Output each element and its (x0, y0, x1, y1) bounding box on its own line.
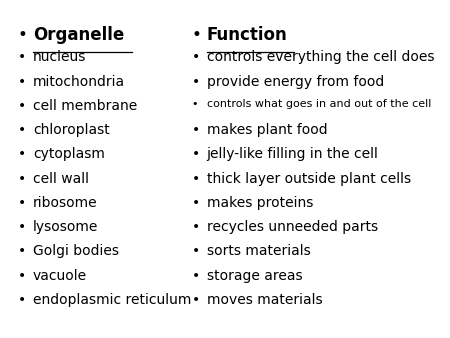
Text: •: • (191, 244, 200, 259)
Text: •: • (18, 123, 26, 137)
Text: •: • (18, 26, 28, 44)
Text: thick layer outside plant cells: thick layer outside plant cells (207, 172, 411, 186)
Text: Organelle: Organelle (33, 26, 124, 44)
Text: •: • (191, 220, 200, 234)
Text: sorts materials: sorts materials (207, 244, 310, 259)
Text: Function: Function (207, 26, 287, 44)
Text: •: • (18, 196, 26, 210)
Text: Golgi bodies: Golgi bodies (33, 244, 119, 259)
Text: •: • (18, 75, 26, 89)
Text: •: • (191, 99, 198, 109)
Text: recycles unneeded parts: recycles unneeded parts (207, 220, 378, 234)
Text: •: • (18, 244, 26, 259)
Text: controls everything the cell does: controls everything the cell does (207, 50, 434, 64)
Text: cell membrane: cell membrane (33, 99, 137, 113)
Text: •: • (191, 269, 200, 283)
Text: •: • (191, 196, 200, 210)
Text: provide energy from food: provide energy from food (207, 75, 384, 89)
Text: controls what goes in and out of the cell: controls what goes in and out of the cel… (207, 99, 431, 109)
Text: •: • (191, 50, 200, 64)
Text: •: • (18, 269, 26, 283)
Text: •: • (191, 147, 200, 161)
Text: makes plant food: makes plant food (207, 123, 327, 137)
Text: jelly-like filling in the cell: jelly-like filling in the cell (207, 147, 378, 161)
Text: •: • (18, 220, 26, 234)
Text: •: • (18, 172, 26, 186)
Text: ribosome: ribosome (33, 196, 98, 210)
Text: makes proteins: makes proteins (207, 196, 313, 210)
Text: lysosome: lysosome (33, 220, 99, 234)
Text: •: • (191, 293, 200, 307)
Text: •: • (18, 99, 26, 113)
Text: mitochondria: mitochondria (33, 75, 125, 89)
Text: endoplasmic reticulum: endoplasmic reticulum (33, 293, 191, 307)
Text: •: • (18, 50, 26, 64)
Text: cell wall: cell wall (33, 172, 89, 186)
Text: vacuole: vacuole (33, 269, 87, 283)
Text: •: • (191, 123, 200, 137)
Text: •: • (191, 75, 200, 89)
Text: nucleus: nucleus (33, 50, 86, 64)
Text: •: • (18, 147, 26, 161)
Text: •: • (18, 293, 26, 307)
Text: •: • (191, 26, 201, 44)
Text: chloroplast: chloroplast (33, 123, 110, 137)
Text: storage areas: storage areas (207, 269, 302, 283)
Text: cytoplasm: cytoplasm (33, 147, 105, 161)
Text: •: • (191, 172, 200, 186)
Text: moves materials: moves materials (207, 293, 322, 307)
